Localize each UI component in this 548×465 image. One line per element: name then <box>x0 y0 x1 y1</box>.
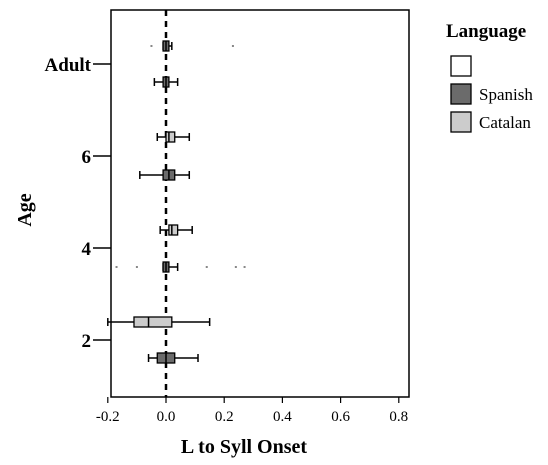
box-group-adult-spanish <box>153 76 179 88</box>
box-iqr <box>165 131 176 143</box>
box-group-4-spanish <box>115 261 246 273</box>
box-group-6-spanish <box>139 169 191 181</box>
y-tick-label: 2 <box>82 331 92 352</box>
outlier-point <box>243 266 246 268</box>
outlier-point <box>135 266 138 268</box>
y-tick-label: Adult <box>45 55 92 76</box>
legend-title: Language <box>446 21 526 42</box>
box-group-adult-catalan <box>150 45 234 47</box>
y-tick-label: 4 <box>82 239 92 260</box>
x-tick-label: 0.8 <box>389 409 408 425</box>
y-axis-title: Age <box>14 193 36 226</box>
legend-label: Catalan <box>479 113 531 132</box>
box-group-6-catalan <box>156 131 191 143</box>
legend-swatch <box>450 55 472 77</box>
box-group-2-catalan <box>107 316 211 328</box>
box-iqr <box>133 316 173 328</box>
plot-frame <box>110 9 410 398</box>
x-tick-label: 0.4 <box>273 409 292 425</box>
box-group-2-spanish <box>147 352 199 364</box>
legend-swatch <box>450 111 472 133</box>
legend-swatch <box>450 83 472 105</box>
outlier-point <box>234 266 237 268</box>
box-group-4-catalan <box>159 224 193 236</box>
x-tick-label: 0.6 <box>331 409 350 425</box>
outlier-point <box>231 45 234 47</box>
legend-label: Spanish <box>479 85 533 104</box>
x-axis-title: L to Syll Onset <box>181 436 307 458</box>
outlier-point <box>150 45 153 47</box>
box-group-adult-spanish <box>162 40 173 52</box>
outlier-point <box>205 266 208 268</box>
x-tick-label: 0.0 <box>157 409 176 425</box>
y-tick-label: 6 <box>82 147 92 168</box>
legend: Language Spanish Catalan <box>446 21 533 133</box>
x-tick-label: 0.2 <box>215 409 234 425</box>
outlier-point <box>115 266 118 268</box>
x-tick-label: -0.2 <box>96 409 120 425</box>
box-iqr <box>168 224 179 236</box>
